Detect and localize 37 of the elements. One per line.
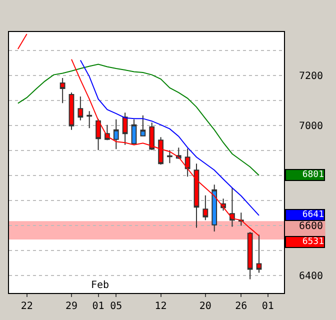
x-tick-label: 01 <box>262 301 274 312</box>
candlestick <box>184 148 190 178</box>
candlestick <box>86 110 92 129</box>
candlestick <box>60 78 66 104</box>
candlestick <box>212 184 218 232</box>
x-tick-label: 01 <box>92 301 104 312</box>
x-tick-label: 05 <box>110 301 122 312</box>
candlestick <box>131 118 137 145</box>
candlestick <box>238 212 244 226</box>
y-tick-label: 7200 <box>299 71 324 82</box>
candlestick <box>202 194 208 221</box>
candlestick <box>104 124 110 141</box>
x-tick-label: 20 <box>199 301 212 312</box>
text: 6801 <box>302 170 324 180</box>
candlestick <box>194 163 200 228</box>
candlestick <box>78 96 84 121</box>
y-tick-label: 6600 <box>299 221 324 232</box>
candlestick <box>122 112 128 146</box>
candlestick <box>158 136 164 166</box>
candlestick <box>113 118 119 150</box>
line-series <box>17 64 260 176</box>
candlestick <box>96 118 101 151</box>
x-tick-label: 26 <box>235 301 248 312</box>
candlestick <box>68 92 74 130</box>
line-series <box>80 60 260 216</box>
text: 6531 <box>302 237 324 247</box>
x-tick-label: 12 <box>154 301 167 312</box>
candlestick <box>167 150 172 164</box>
candlestick <box>230 187 235 228</box>
annotation: Feb <box>91 280 110 291</box>
x-tick-label: 29 <box>65 301 78 312</box>
candlestick <box>149 122 155 151</box>
x-tick-label: 22 <box>20 301 33 312</box>
y-tick-label: 6400 <box>299 271 324 282</box>
y-tick-label: 7000 <box>299 121 324 132</box>
text: 6641 <box>302 210 324 220</box>
candlestick <box>140 114 146 137</box>
